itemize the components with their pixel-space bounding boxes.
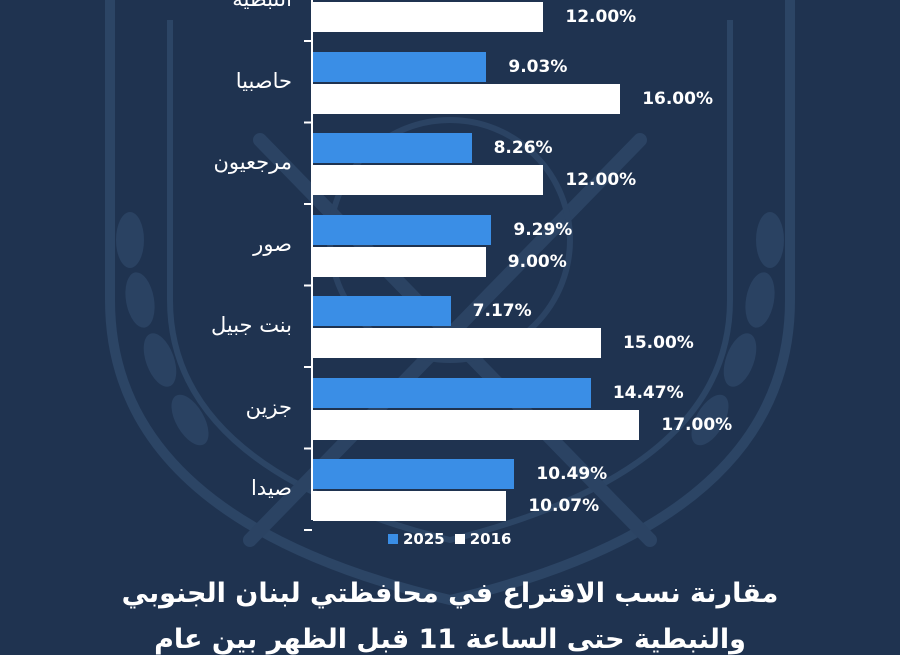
bar-2025 xyxy=(313,459,515,489)
data-label-2025: 10.49% xyxy=(536,464,608,484)
data-label-2025: 14.47% xyxy=(612,382,684,403)
bar-2016 xyxy=(313,409,640,440)
legend-item-2025: 2025 xyxy=(388,530,445,548)
category-label: النبطية xyxy=(232,0,292,11)
chart-legend: 2025 2016 xyxy=(388,530,512,548)
bar-2016 xyxy=(313,246,486,277)
data-label-2016: 9.00% xyxy=(507,251,567,272)
legend-swatch-2016 xyxy=(454,534,465,544)
legend-label-2025: 2025 xyxy=(403,530,445,548)
data-label-2016: 10.07% xyxy=(528,496,600,516)
bar-2025 xyxy=(313,133,472,163)
data-label-2016: 17.00% xyxy=(661,414,733,435)
data-label-2025: 7.17% xyxy=(472,301,532,321)
bar-2025 xyxy=(313,51,487,82)
legend-item-2016: 2016 xyxy=(454,530,512,548)
data-label-2025: 9.29% xyxy=(513,219,573,240)
category-label: مرجعيون xyxy=(213,150,292,174)
data-label-2016: 12.00% xyxy=(565,7,637,27)
category-label: صيدا xyxy=(250,476,292,500)
data-label-2025: 8.26% xyxy=(493,138,553,158)
bar-2025 xyxy=(313,214,492,245)
data-label-2025: 9.03% xyxy=(508,56,568,77)
category-label: بنت جبيل xyxy=(210,313,292,337)
footer-title-line-1: مقارنة نسب الاقتراع في محافظتي لبنان الج… xyxy=(121,578,779,609)
bar-2025 xyxy=(313,377,591,408)
category-label: جزين xyxy=(245,394,292,419)
data-label-2016: 12.00% xyxy=(565,170,637,190)
bar-2016 xyxy=(313,491,507,521)
bar-2016 xyxy=(313,2,544,32)
category-label: حاصبيا xyxy=(235,68,292,93)
bar-2025 xyxy=(313,296,451,326)
footer-title-line-2: والنبطية حتى الساعة 11 قبل الظهر بين عام xyxy=(154,624,746,655)
legend-label-2016: 2016 xyxy=(469,530,512,548)
data-label-2016: 15.00% xyxy=(623,333,694,353)
legend-swatch-2025 xyxy=(388,534,398,544)
bar-2016 xyxy=(313,83,621,114)
bar-2016 xyxy=(313,328,601,358)
category-label: صور xyxy=(253,231,292,256)
data-label-2016: 16.00% xyxy=(642,88,713,109)
bar-2016 xyxy=(313,165,544,195)
